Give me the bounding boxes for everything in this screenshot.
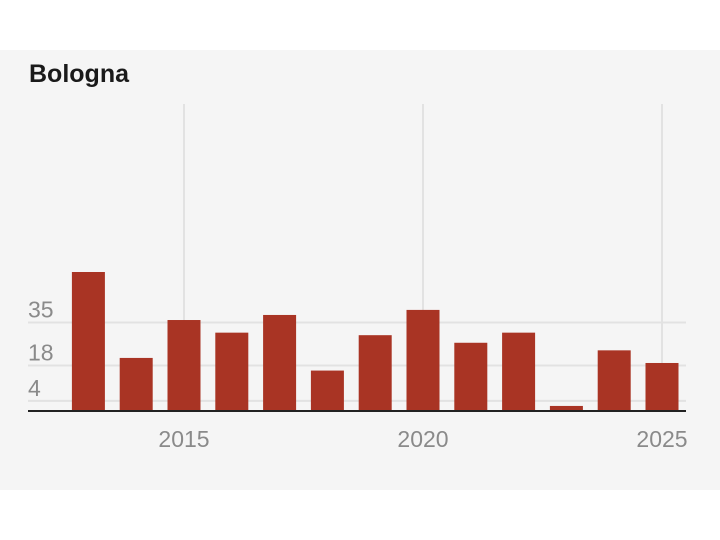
- chart-panel: Bologna: [0, 50, 720, 490]
- bar-2018: [310, 370, 344, 411]
- bars: [71, 272, 679, 411]
- bar-2022: [502, 332, 536, 411]
- x-tick-label: 2025: [636, 426, 687, 452]
- bar-2015: [167, 320, 201, 411]
- bar-2020: [406, 309, 440, 411]
- bar-2013: [71, 272, 105, 411]
- bar-2017: [263, 314, 297, 411]
- bar-2014: [119, 357, 153, 411]
- y-tick-labels: 4 18 35: [28, 297, 54, 401]
- bar-2023: [549, 405, 583, 411]
- bar-2016: [215, 332, 249, 411]
- x-tick-label: 2015: [158, 426, 209, 452]
- y-tick-label: 4: [28, 375, 41, 401]
- y-tick-label: 18: [28, 340, 54, 366]
- chart-title: Bologna: [29, 60, 129, 88]
- bar-2019: [358, 335, 392, 411]
- bar-2024: [597, 350, 631, 411]
- bar-2025: [645, 362, 679, 411]
- x-tick-label: 2020: [397, 426, 448, 452]
- x-tick-labels: 2015 2020 2025: [158, 426, 687, 452]
- bar-2021: [454, 342, 488, 411]
- y-tick-label: 35: [28, 297, 54, 323]
